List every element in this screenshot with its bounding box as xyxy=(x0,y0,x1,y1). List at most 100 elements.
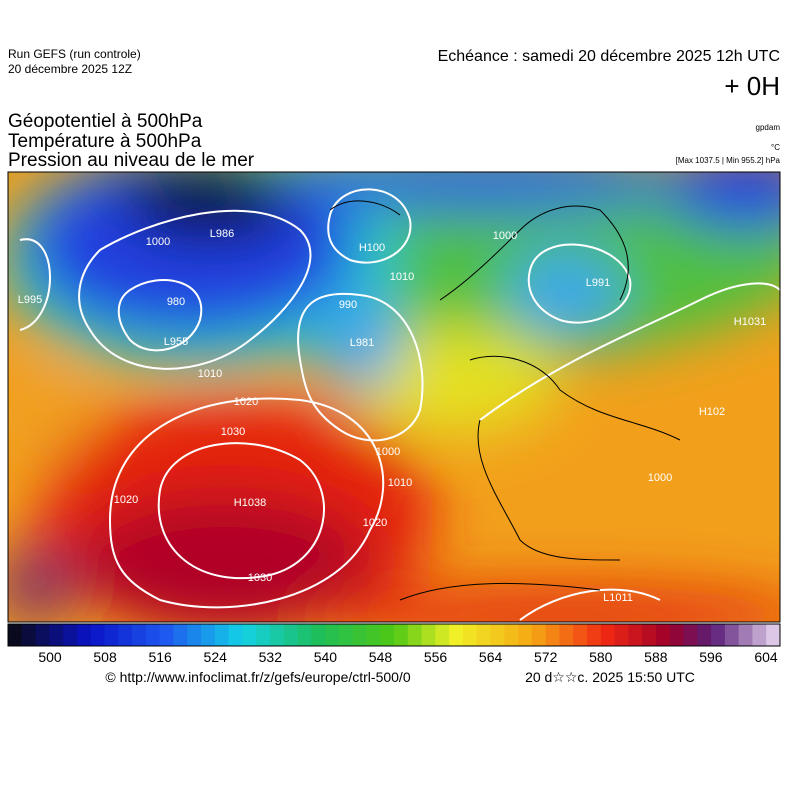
colorbar-swatch xyxy=(173,624,188,646)
colorbar-tick-label: 556 xyxy=(424,649,448,665)
colorbar-swatch xyxy=(449,624,464,646)
colorbar-tick-label: 508 xyxy=(93,649,117,665)
colorbar-swatch xyxy=(655,624,671,646)
isobar-label: 990 xyxy=(339,299,357,311)
unit: °C xyxy=(771,143,780,152)
colorbar-swatch xyxy=(256,624,271,646)
colorbar-swatch xyxy=(724,624,740,646)
colorbar-swatch xyxy=(63,624,78,646)
isobar-label: L991 xyxy=(586,277,610,289)
isobar-label: 1020 xyxy=(234,396,258,408)
colorbar-swatch xyxy=(600,624,616,646)
colorbar-tick-label: 548 xyxy=(369,649,393,665)
colorbar-tick-label: 516 xyxy=(148,649,172,665)
colorbar-swatch xyxy=(352,624,367,646)
isobar-label: 980 xyxy=(167,296,185,308)
unit: [Max 1037.5 | Min 955.2] hPa xyxy=(676,156,781,165)
colorbar-swatch xyxy=(283,624,298,646)
colorbar-swatch xyxy=(738,624,753,646)
colorbar-swatch xyxy=(752,624,767,646)
colorbar-swatch xyxy=(697,624,712,646)
colorbar-tick-label: 588 xyxy=(644,649,668,665)
colorbar-swatch xyxy=(683,624,698,646)
colorbar-tick-label: 524 xyxy=(204,649,228,665)
colorbar-swatch xyxy=(118,624,133,646)
colorbar-swatch xyxy=(587,624,602,646)
colorbar-tick-label: 500 xyxy=(38,649,62,665)
colorbar-tick-label: 564 xyxy=(479,649,503,665)
colorbar xyxy=(8,624,781,646)
unit: gpdam xyxy=(756,123,781,132)
colorbar-swatch xyxy=(394,624,409,646)
colorbar-swatch xyxy=(669,624,684,646)
colorbar-swatch xyxy=(145,624,161,646)
colorbar-swatch xyxy=(421,624,436,646)
colorbar-swatch xyxy=(407,624,423,646)
isobar-label: 1000 xyxy=(648,472,672,484)
colorbar-swatch xyxy=(159,624,174,646)
colorbar-swatch xyxy=(490,624,505,646)
isobar-label: 1010 xyxy=(388,477,412,489)
source: © http://www.infoclimat.fr/z/gefs/europe… xyxy=(105,669,410,685)
colorbar-swatch xyxy=(76,624,92,646)
isobar-label: 1010 xyxy=(198,368,222,380)
colorbar-swatch xyxy=(214,624,230,646)
colorbar-swatch xyxy=(462,624,478,646)
isobar-label: L986 xyxy=(210,228,234,240)
isobar-label: 1000 xyxy=(146,236,170,248)
colorbar-swatch xyxy=(366,624,381,646)
isobar-label: 1020 xyxy=(363,517,387,529)
colorbar-swatch xyxy=(504,624,519,646)
isobar-label: 1030 xyxy=(248,572,272,584)
colorbar-tick-label: 604 xyxy=(754,649,778,665)
isobar-label: L995 xyxy=(18,294,42,306)
colorbar-swatch xyxy=(35,624,50,646)
isobar-label: L1011 xyxy=(603,592,633,604)
colorbar-swatch xyxy=(242,624,257,646)
colorbar-frame xyxy=(7,623,781,647)
colorbar-swatch xyxy=(104,624,119,646)
colorbar-swatch xyxy=(269,624,285,646)
run: Run GEFS (run controle) xyxy=(8,47,141,61)
colorbar-tick-label: 580 xyxy=(589,649,613,665)
run-date: 20 décembre 2025 12Z xyxy=(8,62,132,76)
isobar-label: 1030 xyxy=(221,426,245,438)
colorbar-tick-label: 572 xyxy=(534,649,558,665)
colorbar-swatch xyxy=(325,624,340,646)
colorbar-swatch xyxy=(531,624,547,646)
colorbar-swatch xyxy=(132,624,147,646)
colorbar-swatch xyxy=(545,624,560,646)
isobar-label: H1031 xyxy=(734,316,766,328)
colorbar-swatch xyxy=(518,624,533,646)
colorbar-tick-label: 596 xyxy=(699,649,723,665)
colorbar-swatch xyxy=(766,624,781,646)
colorbar-swatch xyxy=(559,624,574,646)
title: Pression au niveau de le mer xyxy=(8,150,255,171)
title: Géopotentiel à 500hPa xyxy=(8,111,203,132)
colorbar-swatch xyxy=(435,624,450,646)
colorbar-swatch xyxy=(642,624,657,646)
isobar-label: H102 xyxy=(699,406,725,418)
colorbar-swatch xyxy=(187,624,202,646)
offset: + 0H xyxy=(724,71,780,101)
isobar-label: 1000 xyxy=(376,446,400,458)
colorbar-swatch xyxy=(614,624,629,646)
isobar-label: L955 xyxy=(164,336,188,348)
colorbar-swatch xyxy=(573,624,588,646)
colorbar-swatch xyxy=(201,624,216,646)
colorbar-swatch xyxy=(380,624,395,646)
colorbar-swatch xyxy=(8,624,23,646)
isobar-label: H1038 xyxy=(234,497,266,509)
isobar-label: 1010 xyxy=(390,271,414,283)
colorbar-swatch xyxy=(311,624,326,646)
colorbar-swatch xyxy=(21,624,37,646)
colorbar-swatch xyxy=(628,624,643,646)
isobar-label: 1000 xyxy=(493,230,517,242)
map xyxy=(8,172,780,622)
echeance: Echéance : samedi 20 décembre 2025 12h U… xyxy=(438,48,780,65)
colorbar-swatch xyxy=(711,624,726,646)
isobar-label: H100 xyxy=(359,242,385,254)
colorbar-swatch xyxy=(90,624,105,646)
colorbar-swatch xyxy=(49,624,64,646)
